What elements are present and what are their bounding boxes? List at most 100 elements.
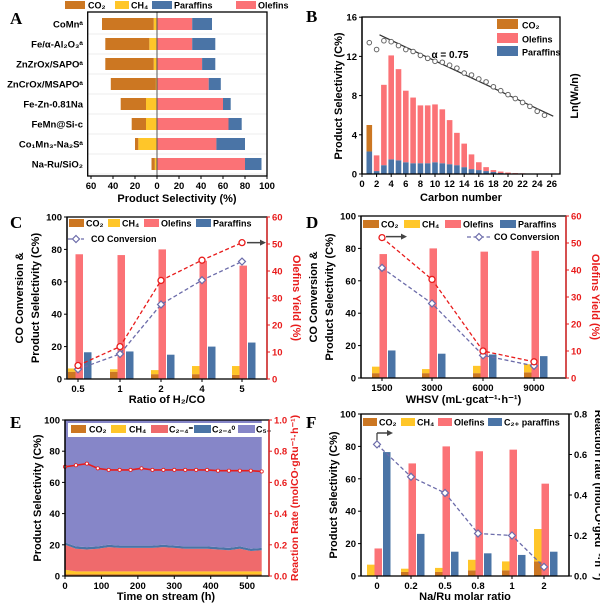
y-tick-label: 20	[345, 539, 356, 550]
y-tick-label: 30	[272, 294, 283, 305]
bar-olefins	[373, 155, 380, 172]
bar-olefins	[157, 18, 193, 30]
x-tick-label: 80	[240, 181, 251, 192]
x-tick-label: 9000	[523, 383, 544, 394]
y-tick-label: 40	[345, 309, 356, 320]
y-tick-label: 20	[49, 540, 60, 551]
bar-olefins	[531, 250, 539, 378]
asf-point	[483, 79, 489, 85]
legend-swatch	[196, 219, 211, 227]
area-c5plus	[65, 420, 262, 549]
bar-olefins	[446, 120, 453, 165]
legend-swatch	[144, 219, 159, 227]
legend-swatch	[363, 418, 377, 426]
conversion-marker	[474, 232, 484, 242]
legend-swatch	[152, 1, 172, 9]
reaction-rate-marker	[205, 467, 210, 472]
reaction-rate-marker	[172, 467, 177, 472]
x-tick-label: 0	[374, 581, 379, 592]
conversion-marker	[427, 299, 437, 308]
legend-swatch	[438, 418, 452, 426]
bar-co2	[151, 374, 159, 379]
x-tick-label: 40	[108, 181, 119, 192]
bar-olefins	[157, 118, 229, 130]
bar-olefins	[461, 143, 467, 168]
y-tick-label: 0.2	[574, 531, 587, 542]
yield-marker	[378, 233, 386, 242]
yield-marker	[116, 342, 124, 351]
legend-swatch	[111, 425, 126, 433]
legend-label: Olefins	[258, 1, 289, 11]
conversion-marker	[473, 529, 483, 538]
bar-co2	[232, 374, 240, 379]
y-tick-label: 0.0	[574, 572, 587, 583]
legend-swatch	[151, 425, 168, 433]
x-tick-label: 18	[488, 179, 499, 190]
bar-paraffins	[383, 452, 391, 576]
bar-paraffins	[540, 356, 548, 378]
y-axis-title: Product Selectivity (C%)	[328, 431, 340, 558]
legend-label: Paraffins	[522, 48, 561, 58]
bar-paraffins	[208, 78, 221, 90]
y-tick-label: 8	[352, 91, 357, 102]
x-tick-label: 6000	[472, 383, 493, 394]
conversion-marker	[237, 257, 247, 266]
area-c2-4-olefins	[65, 544, 262, 572]
yield-marker	[530, 358, 538, 366]
bar-paraffins	[208, 346, 216, 379]
legend-label: Olefins	[454, 418, 485, 428]
y-tick-label: 100	[44, 416, 60, 427]
bar-ch4	[372, 366, 380, 374]
legend-label: Olefins	[522, 35, 553, 45]
reaction-rate-marker	[183, 467, 188, 472]
reaction-rate-marker	[161, 467, 166, 472]
bar-olefins	[442, 446, 450, 576]
catalyst-label: ZnZrOx/SAPOᵃ	[16, 60, 83, 71]
reaction-rate-marker	[128, 467, 133, 472]
bar-co2	[524, 372, 532, 378]
bar-co2	[135, 138, 139, 150]
bar-ch4	[151, 370, 159, 375]
conversion-marker	[71, 234, 81, 244]
x-tick-label: 20	[503, 179, 514, 190]
bar-co2	[502, 570, 510, 576]
y-tick-label: 20	[51, 342, 62, 353]
bar-paraffins	[417, 533, 425, 576]
y-tick-label: 80	[345, 442, 356, 453]
reaction-rate-marker	[117, 467, 122, 472]
legend-label: CO₂	[522, 21, 540, 31]
bar-ch4	[138, 138, 157, 150]
bar-paraffins	[245, 158, 262, 170]
bar-olefins	[497, 171, 504, 174]
bar-ch4	[473, 365, 481, 374]
x-tick-label: 0.2	[404, 581, 417, 592]
bar-ch4	[154, 158, 157, 170]
y-tick-label: 0	[57, 375, 62, 386]
bar-olefins	[509, 449, 517, 576]
bar-co2	[534, 561, 542, 576]
y-tick-label: 40	[571, 266, 582, 277]
x-tick-label: 0	[154, 181, 159, 192]
x-tick-label: 60	[218, 181, 229, 192]
bar-paraffins	[223, 98, 231, 110]
catalyst-label: Na-Ru/SiO₂	[32, 160, 83, 171]
legend-swatch	[238, 425, 255, 433]
x-tick-label: 200	[130, 581, 146, 592]
bar-paraffins	[483, 171, 489, 174]
yield-marker	[428, 275, 436, 284]
bar-paraffins	[417, 163, 424, 174]
y-axis-title: Product Selelctivity (C%)	[30, 233, 42, 364]
panel-letter: B	[306, 7, 317, 26]
legend-label: Paraffins	[174, 1, 213, 11]
legend-swatch	[497, 19, 518, 29]
y-tick-label: 50	[272, 240, 283, 251]
y-tick-label: 0	[55, 572, 60, 583]
y-tick-label: 0	[571, 374, 576, 385]
asf-point	[505, 91, 511, 98]
legend-label: Paraffins	[518, 220, 557, 230]
bar-paraffins	[432, 162, 438, 174]
legend-label: CH₄	[131, 1, 148, 11]
bar-ch4	[153, 58, 157, 70]
legend-swatch	[497, 33, 518, 43]
legend-swatch	[445, 220, 461, 228]
